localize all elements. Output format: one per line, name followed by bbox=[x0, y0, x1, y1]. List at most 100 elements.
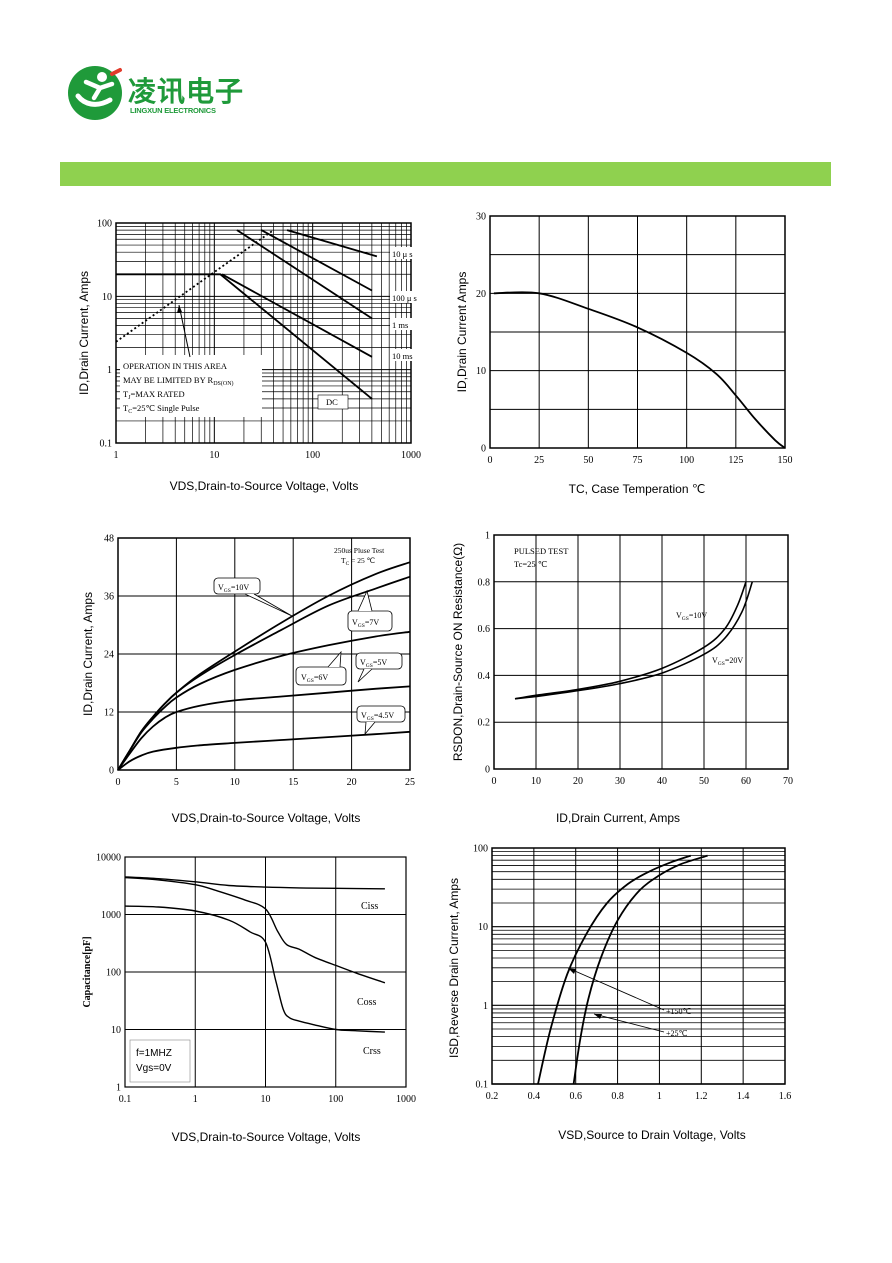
label-bg-10us bbox=[390, 247, 420, 259]
annotation-line-2-sub: DS(ON) bbox=[213, 380, 233, 387]
plot-frame bbox=[489, 215, 786, 449]
y-axis-label: ID,Drain Current Amps bbox=[455, 272, 469, 393]
callout-7v-rest: =7V bbox=[365, 618, 380, 627]
x-tick-label: 0.8 bbox=[611, 1091, 624, 1102]
label-25c: +25℃ bbox=[666, 1029, 688, 1038]
series-line-4 bbox=[221, 273, 373, 358]
label-vgs-10v-sub: GS bbox=[682, 616, 689, 622]
x-axis-label: VDS,Drain-to-Source Voltage, Volts bbox=[170, 479, 359, 493]
x-tick-label: 1.4 bbox=[737, 1091, 750, 1102]
x-tick-label: 100 bbox=[305, 450, 320, 461]
tick-labels: 0 25 50 75 100 125 150 0 10 20 30 bbox=[476, 212, 793, 467]
y-tick-label: 10 bbox=[476, 366, 486, 377]
callout-pointer-6v bbox=[327, 650, 342, 668]
callout-vgs-6v: VGS=6V bbox=[295, 650, 347, 686]
callout-5v-v: V bbox=[360, 658, 366, 667]
y-tick-label: 0.8 bbox=[478, 577, 491, 588]
plot-series bbox=[514, 581, 754, 700]
y-tick-label: 24 bbox=[104, 650, 114, 661]
plot-frame bbox=[124, 856, 407, 1088]
x-tick-label: 1000 bbox=[401, 450, 421, 461]
annotation-line-3: TJ=MAX RATED bbox=[123, 389, 185, 401]
x-tick-label: 1 bbox=[114, 450, 119, 461]
x-tick-label: 0.6 bbox=[569, 1091, 582, 1102]
series-line-2 bbox=[260, 229, 373, 292]
label-vgs-20v: VGS=20V bbox=[712, 656, 743, 667]
y-tick-label: 1 bbox=[483, 1001, 488, 1012]
x-tick-label: 0 bbox=[492, 776, 497, 787]
y-tick-label: 12 bbox=[104, 708, 114, 719]
tick-labels: 0 10 20 30 40 50 60 70 0 0.2 0.4 0.6 0.8 1 bbox=[478, 531, 794, 788]
plot-series bbox=[117, 561, 411, 771]
y-axis-label: ISD,Reverse Drain Current, Amps bbox=[447, 878, 461, 1058]
series-line-3 bbox=[124, 905, 385, 1033]
label-bg-10ms bbox=[390, 349, 418, 361]
annotation-line-2-main: MAY BE LIMITED BY R bbox=[123, 375, 214, 385]
y-tick-label: 0 bbox=[109, 766, 114, 777]
label-crss: Crss bbox=[363, 1046, 381, 1057]
callout-pointer-45v bbox=[364, 721, 376, 736]
tick-labels: 0 5 10 15 20 25 0 12 24 36 48 bbox=[104, 534, 415, 789]
y-axis-label: ID,Drain Current, Amps bbox=[81, 592, 95, 716]
x-tick-label: 10 bbox=[209, 450, 219, 461]
x-tick-label: 40 bbox=[657, 776, 667, 787]
x-axis-label: VDS,Drain-to-Source Voltage, Volts bbox=[172, 1130, 361, 1144]
annotation-arrow bbox=[178, 304, 191, 358]
callout-box-10v bbox=[213, 577, 261, 595]
output-characteristics-chart: 0 5 10 15 20 25 0 12 24 36 48 250us Pluse Test TC … bbox=[81, 534, 415, 826]
y-tick-label: 20 bbox=[476, 289, 486, 300]
y-tick-label: 0.6 bbox=[478, 624, 491, 635]
callout-45v-rest: =4.5V bbox=[374, 711, 395, 720]
series-line-1 bbox=[286, 229, 378, 258]
x-tick-label: 0 bbox=[116, 777, 121, 788]
plot-frame bbox=[117, 537, 411, 771]
header-bar bbox=[60, 162, 831, 186]
y-tick-label: 100 bbox=[97, 219, 112, 230]
callout-text-6v: VGS=6V bbox=[301, 673, 328, 684]
y-tick-label: 1 bbox=[116, 1083, 121, 1094]
x-tick-label: 10 bbox=[261, 1094, 271, 1105]
callout-box-6v bbox=[295, 666, 347, 686]
y-tick-label: 10 bbox=[111, 1025, 121, 1036]
x-tick-label: 60 bbox=[741, 776, 751, 787]
callout-text-10v: VGS=10V bbox=[218, 583, 249, 594]
x-tick-label: 1 bbox=[657, 1091, 662, 1102]
x-tick-label: 0 bbox=[488, 455, 493, 466]
label-vgs-10v: VGS=10V bbox=[676, 611, 707, 622]
callout-10v-v: V bbox=[218, 583, 224, 592]
x-tick-label: 100 bbox=[328, 1094, 343, 1105]
x-tick-label: 1.2 bbox=[695, 1091, 708, 1102]
plot-grid bbox=[492, 848, 785, 1085]
label-coss: Coss bbox=[357, 997, 377, 1008]
pulsed-test-label: PULSED TEST bbox=[514, 546, 569, 556]
x-tick-label: 100 bbox=[679, 455, 694, 466]
x-tick-label: 1.6 bbox=[779, 1091, 792, 1102]
annotation-line-3-sub: J bbox=[128, 395, 131, 401]
annotation-line-1: OPERATION IN THIS AREA bbox=[123, 361, 228, 371]
pointer-25c-head bbox=[594, 1014, 602, 1019]
x-tick-label: 75 bbox=[633, 455, 643, 466]
series-line-4 bbox=[117, 685, 411, 771]
callout-text-5v: VGS=5V bbox=[360, 658, 387, 669]
callout-text-45v: VGS=4.5V bbox=[361, 711, 394, 722]
y-tick-label: 10 bbox=[478, 922, 488, 933]
annotation-line-2: MAY BE LIMITED BY RDS(ON) bbox=[123, 375, 234, 387]
y-tick-label: 0.4 bbox=[478, 671, 491, 682]
y-tick-label: 10000 bbox=[96, 853, 121, 864]
series-line-2 bbox=[124, 876, 386, 984]
callout-45v-v: V bbox=[361, 711, 367, 720]
callout-5v-rest: =5V bbox=[373, 658, 388, 667]
annotation-line-4: TC=25℃ Single Pulse bbox=[123, 403, 200, 415]
test-condition-line-2: TC = 25 ℃ bbox=[341, 556, 376, 567]
rdson-chart: 0 10 20 30 40 50 60 70 0 0.2 0.4 0.6 0.8 1 PULSED TES… bbox=[451, 531, 794, 826]
callout-vgs-7v: VGS=7V bbox=[347, 589, 393, 632]
callout-7v-v: V bbox=[352, 618, 358, 627]
running-figure-logo-icon bbox=[68, 66, 122, 120]
plot-series bbox=[537, 854, 708, 1085]
callout-5v-sub: GS bbox=[366, 663, 373, 669]
callout-7v-sub: GS bbox=[358, 623, 365, 629]
y-tick-label: 100 bbox=[106, 968, 121, 979]
